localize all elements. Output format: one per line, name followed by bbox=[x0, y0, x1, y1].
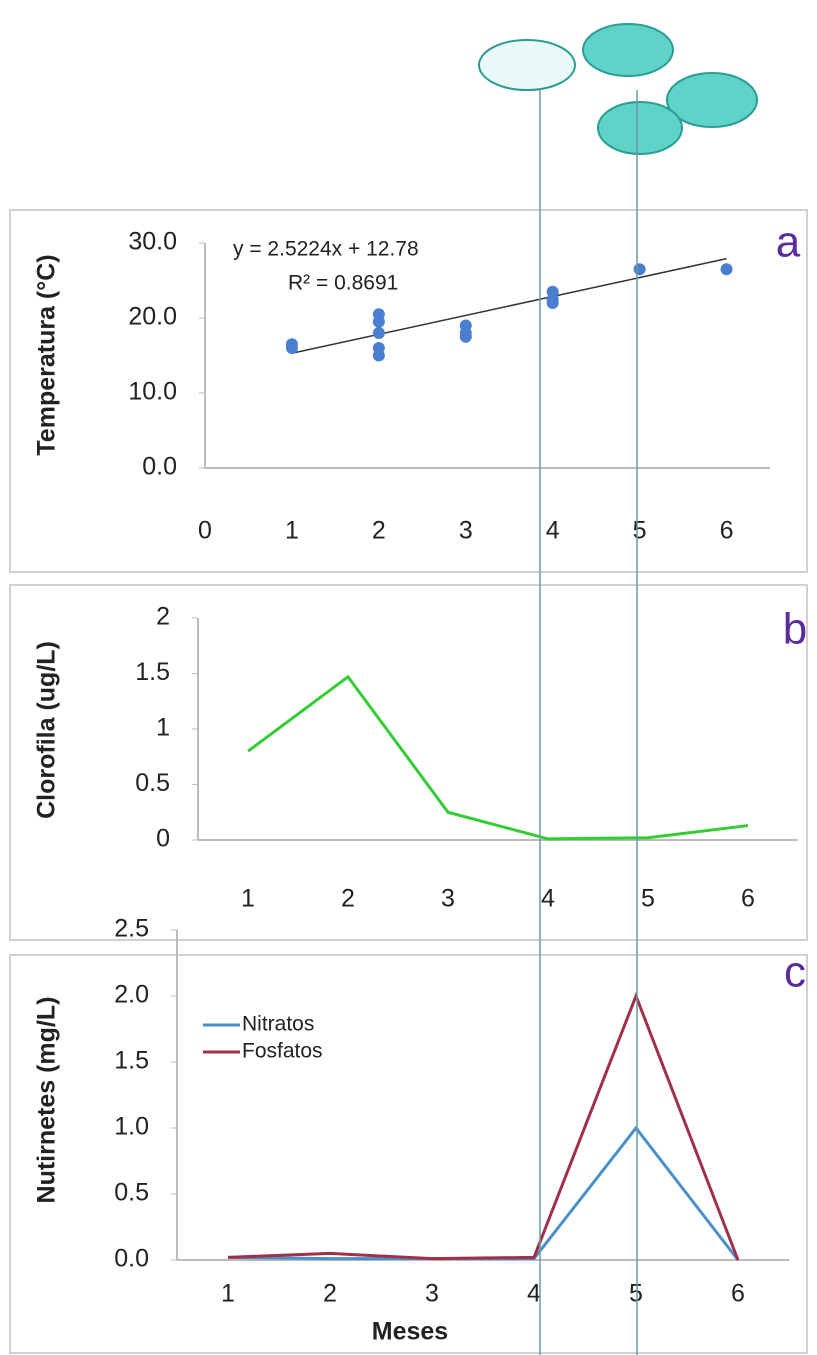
y-tick-label: 10.0 bbox=[128, 378, 177, 406]
panel-label: c bbox=[784, 948, 806, 997]
series-line bbox=[227, 1125, 740, 1261]
series-line bbox=[247, 674, 749, 841]
trendline-equation: y = 2.5224x + 12.78 bbox=[233, 238, 419, 261]
y-tick-label: 1.0 bbox=[114, 1113, 149, 1141]
x-tick-label: 3 bbox=[459, 517, 473, 545]
x-tick-label: 3 bbox=[441, 885, 455, 913]
y-tick-label: 2 bbox=[156, 603, 170, 631]
jellyfish bbox=[582, 23, 674, 77]
x-tick-label: 6 bbox=[741, 885, 755, 913]
x-axis-label: Meses bbox=[372, 1318, 448, 1346]
data-point bbox=[372, 327, 385, 339]
x-tick-label: 2 bbox=[372, 517, 386, 545]
panel-frame bbox=[9, 209, 808, 573]
y-axis-label: Clorofila (ug/L) bbox=[33, 641, 61, 819]
x-tick-label: 5 bbox=[629, 1280, 643, 1308]
y-tick-label: 1.5 bbox=[114, 1047, 149, 1075]
data-point bbox=[633, 263, 646, 276]
data-point bbox=[285, 342, 298, 354]
y-tick-label: 0.0 bbox=[114, 1245, 149, 1273]
trendline-r-squared: R² = 0.8691 bbox=[288, 272, 398, 295]
jellyfish bbox=[666, 72, 758, 128]
series-line bbox=[227, 991, 740, 1261]
legend-label: Nitratos bbox=[242, 1013, 314, 1036]
x-tick-label: 3 bbox=[425, 1280, 439, 1308]
jellyfish bbox=[478, 39, 576, 91]
y-tick-label: 0.0 bbox=[142, 453, 177, 481]
data-point bbox=[720, 263, 733, 276]
y-axis-label: Temperatura (°C) bbox=[33, 254, 61, 455]
y-tick-label: 0 bbox=[156, 825, 170, 853]
x-tick-label: 4 bbox=[541, 885, 555, 913]
x-tick-label: 5 bbox=[633, 517, 647, 545]
data-point bbox=[372, 315, 385, 328]
y-tick-label: 0.5 bbox=[114, 1179, 149, 1207]
y-tick-label: 1.5 bbox=[135, 658, 170, 686]
data-point bbox=[546, 297, 559, 309]
y-tick-label: 2.5 bbox=[114, 915, 149, 943]
legend-label: Fosfatos bbox=[242, 1040, 323, 1063]
y-tick-label: 30.0 bbox=[128, 228, 177, 256]
panel-label: b bbox=[783, 605, 807, 654]
y-tick-label: 2.0 bbox=[114, 981, 149, 1009]
panel-frame bbox=[9, 584, 808, 941]
x-tick-label: 4 bbox=[527, 1280, 541, 1308]
x-tick-label: 2 bbox=[341, 885, 355, 913]
panel-label: a bbox=[776, 218, 801, 267]
y-tick-label: 20.0 bbox=[128, 303, 177, 331]
y-tick-label: 1 bbox=[156, 714, 170, 742]
x-tick-label: 6 bbox=[720, 517, 734, 545]
x-tick-label: 0 bbox=[198, 517, 212, 545]
jellyfish bbox=[597, 101, 683, 155]
data-point bbox=[459, 330, 472, 343]
data-point bbox=[372, 349, 385, 362]
y-axis-label: Nutirnetes (mg/L) bbox=[33, 997, 61, 1204]
trendline bbox=[291, 257, 727, 354]
x-tick-label: 1 bbox=[285, 517, 299, 545]
x-tick-label: 4 bbox=[546, 517, 560, 545]
x-tick-label: 1 bbox=[221, 1280, 235, 1308]
x-tick-label: 1 bbox=[241, 885, 255, 913]
jellyfish-illustration bbox=[478, 23, 758, 155]
y-tick-label: 0.5 bbox=[135, 769, 170, 797]
x-tick-label: 6 bbox=[731, 1280, 745, 1308]
x-tick-label: 2 bbox=[323, 1280, 337, 1308]
panel-frame bbox=[9, 954, 808, 1354]
x-tick-label: 5 bbox=[641, 885, 655, 913]
